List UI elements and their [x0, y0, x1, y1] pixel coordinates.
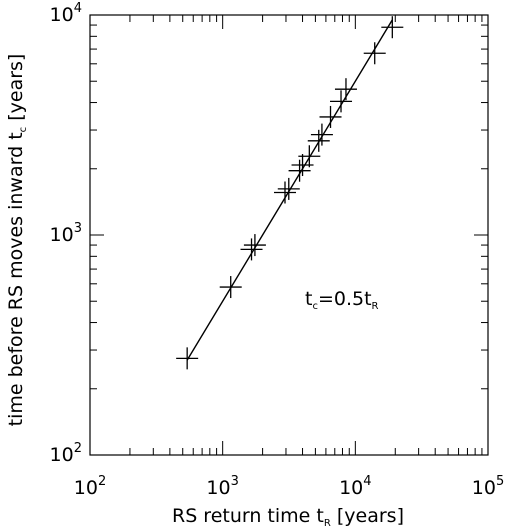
y-axis-label: time before RS moves inward tc [years]	[5, 54, 29, 427]
data-points	[176, 16, 404, 370]
x-tick-label: 104	[339, 474, 371, 499]
data-point	[307, 129, 330, 152]
plot-frame	[89, 14, 489, 456]
x-tick-label: 103	[206, 474, 238, 499]
data-point	[319, 105, 342, 128]
fit-line	[186, 19, 393, 361]
x-axis-label: RS return time tR [years]	[172, 505, 404, 529]
y-tick-label: 103	[50, 221, 82, 246]
data-point	[176, 347, 199, 370]
data-point	[298, 145, 321, 168]
x-tick-labels: 102 103 104 105	[74, 474, 504, 499]
data-point	[310, 123, 333, 146]
data-point	[273, 181, 296, 204]
y-tick-label: 102	[50, 441, 82, 466]
fit-annotation: tc=0.5tR	[305, 288, 379, 312]
y-tick-labels: 102 103 104	[50, 1, 82, 466]
data-point	[330, 90, 353, 113]
x-tick-label: 105	[472, 474, 504, 499]
data-point	[243, 234, 266, 257]
data-point	[288, 159, 311, 182]
x-tick-label: 102	[74, 474, 106, 499]
data-point	[363, 42, 386, 65]
data-point	[334, 78, 357, 101]
axis-ticks	[89, 15, 488, 456]
data-point	[240, 238, 263, 261]
data-point	[381, 16, 404, 39]
data-point	[277, 177, 300, 200]
y-tick-label: 104	[50, 1, 82, 26]
data-point	[219, 276, 242, 299]
